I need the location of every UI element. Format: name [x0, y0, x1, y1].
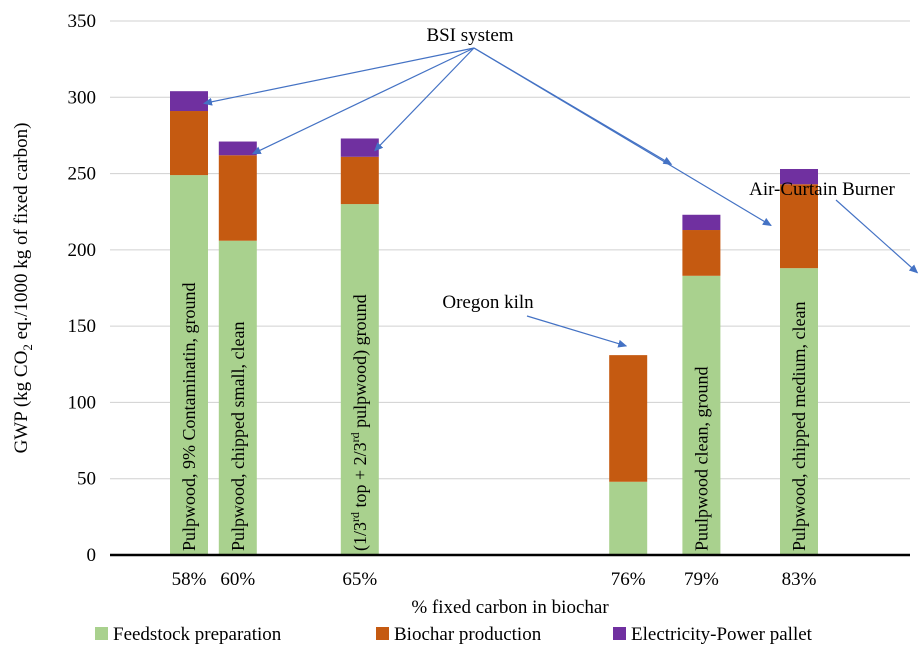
y-tick-label: 0: [87, 545, 97, 566]
x-axis-title: % fixed carbon in biochar: [411, 597, 609, 618]
y-tick-label: 200: [68, 240, 97, 261]
annotation-arrow: [374, 47, 475, 152]
y-axis-title: GWP (kg CO2 eq./1000 kg of fixed carbon): [11, 123, 35, 454]
bar-segment: [682, 214, 721, 231]
y-tick-label: 150: [68, 316, 97, 337]
y-tick-label: 300: [68, 87, 97, 108]
y-axis-title-part: eq./1000 kg of fixed carbon): [11, 123, 32, 345]
y-tick-label: 100: [68, 392, 97, 413]
y-tick-label: 250: [68, 164, 97, 185]
legend-swatch: [376, 627, 389, 640]
annotation-label: Air-Curtain Burner: [749, 179, 895, 200]
bar-label-part: Pulpwood, chipped small, clean: [228, 322, 248, 551]
bar-segment: [682, 275, 721, 555]
x-tick-label: 83%: [782, 569, 817, 590]
annotation-label: Oregon kiln: [442, 292, 534, 313]
bar-segment: [682, 230, 721, 276]
x-tick-label: 60%: [220, 569, 255, 590]
legend-label: Biochar production: [394, 624, 542, 645]
bar-label: Pulpwood, chipped medium, clean: [789, 302, 809, 551]
bar-labels: Pulpwood, 9% Contaminatin, ground Pulpwoo…: [179, 283, 809, 552]
bar-label-superscript: rd: [348, 432, 362, 442]
bar-segment: [340, 204, 379, 556]
bar-label-part: Pulpwood, 9% Contaminatin, ground: [179, 283, 199, 552]
bar-segment: [609, 481, 648, 555]
bar-segment: [170, 91, 208, 112]
bar-label-part: (1/3: [350, 522, 371, 551]
legend-label: Feedstock preparation: [113, 624, 282, 645]
x-tick-label: 58%: [172, 569, 207, 590]
annotations: BSI system Oregon kiln Air-Curtain Burner: [203, 25, 919, 348]
annotation-arrow: [251, 47, 475, 155]
legend-swatch: [613, 627, 626, 640]
bar-segment: [170, 111, 208, 176]
y-axis-title-subscript: 2: [20, 344, 35, 351]
annotation-arrow: [835, 199, 919, 274]
x-tick-label: 76%: [611, 569, 646, 590]
y-tick-label: 350: [68, 11, 97, 32]
bar-segment: [218, 141, 257, 156]
bar-label-part: pulpwood) ground: [350, 294, 371, 432]
legend-swatch: [95, 627, 108, 640]
bar-segment: [340, 156, 379, 205]
x-tick-label: 79%: [684, 569, 719, 590]
legend: Feedstock preparation Biochar production E…: [95, 624, 813, 645]
bar-segment: [609, 355, 648, 482]
bar-label-part: Puulpwood clean, ground: [691, 367, 711, 551]
bar-label-part: Pulpwood, chipped medium, clean: [789, 302, 809, 551]
annotation-arrow: [203, 47, 475, 106]
bar-label: Pulpwood, 9% Contaminatin, ground: [179, 283, 199, 552]
bar-segment: [218, 240, 257, 555]
bar-label: Pulpwood, chipped small, clean: [228, 322, 248, 551]
bar-segment: [340, 138, 379, 157]
x-tick-label: 65%: [342, 569, 377, 590]
bar-label-superscript: rd: [348, 512, 362, 522]
axes: 05010015020025030035058%60%65%76%79%83%8…: [68, 11, 910, 590]
bar-segment: [780, 168, 818, 185]
y-tick-label: 50: [77, 469, 96, 490]
bar-label: (1/3rd top + 2/3rd pulpwood) ground: [348, 294, 371, 551]
bar-segment: [780, 184, 818, 269]
legend-label: Electricity-Power pallet: [631, 624, 813, 645]
bars: [170, 91, 818, 556]
annotation-arrow: [473, 47, 772, 226]
y-axis-title-part: GWP (kg CO: [11, 351, 32, 454]
annotation-label: BSI system: [426, 25, 513, 46]
bar-label-part: top + 2/3: [350, 442, 370, 512]
annotation-arrow: [526, 315, 628, 348]
bar-segment: [170, 175, 208, 555]
bar-segment: [218, 155, 257, 241]
bar-label: Puulpwood clean, ground: [691, 367, 711, 551]
bar-segment: [780, 268, 818, 555]
